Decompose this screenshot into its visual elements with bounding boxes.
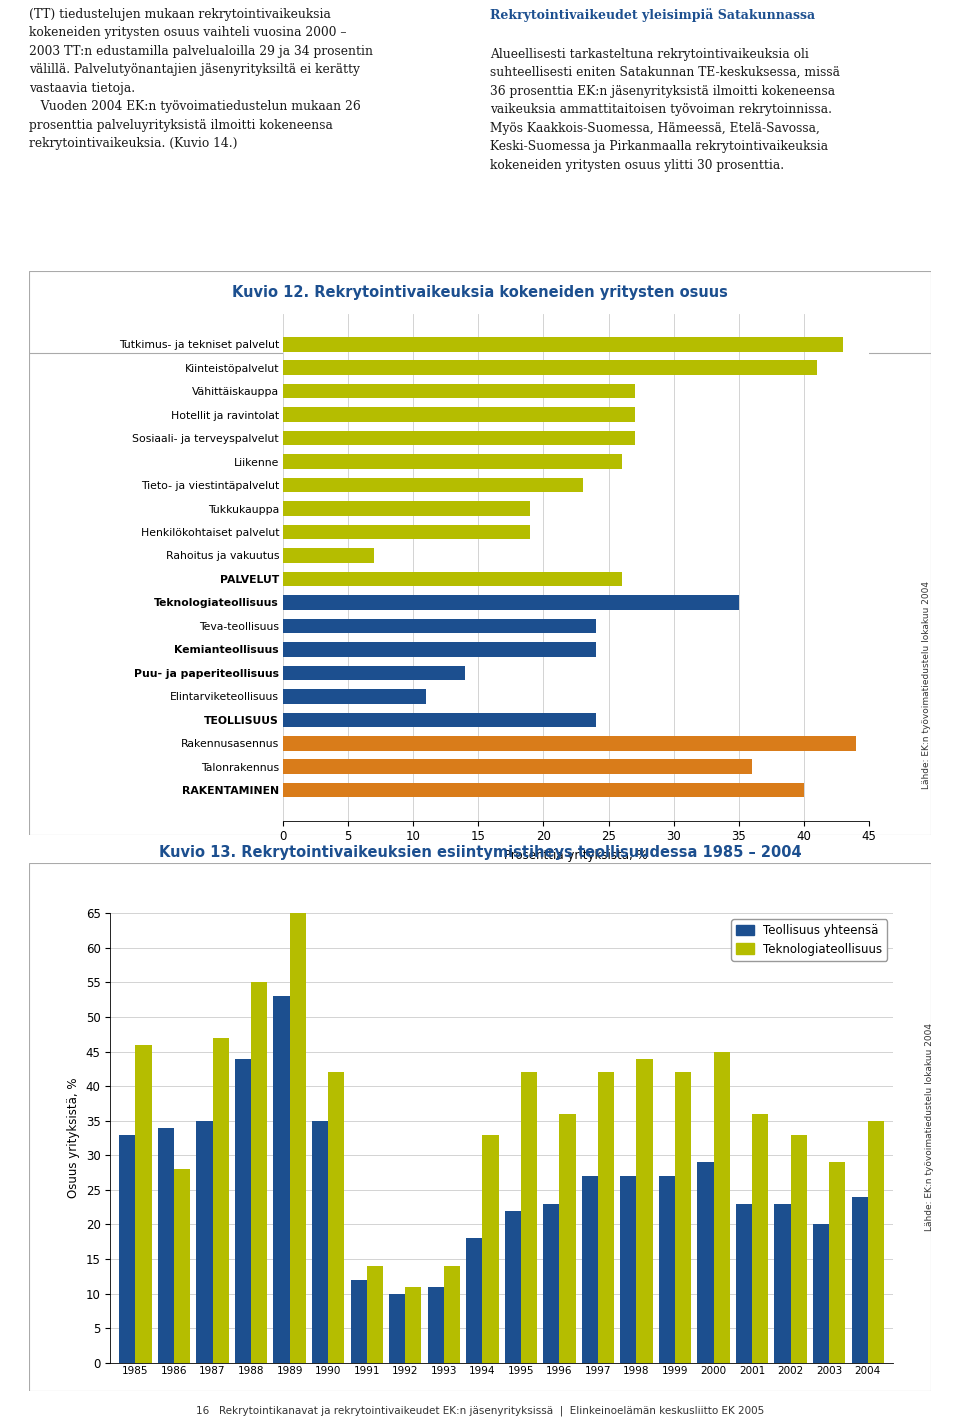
Bar bbox=[482, 1134, 498, 1363]
Bar bbox=[119, 1134, 135, 1363]
Bar bbox=[560, 1114, 576, 1363]
Bar bbox=[174, 1169, 190, 1363]
Bar bbox=[521, 1072, 537, 1363]
Bar bbox=[235, 1059, 252, 1363]
Bar bbox=[283, 665, 466, 681]
Bar bbox=[283, 619, 595, 634]
Bar bbox=[283, 454, 621, 469]
Bar bbox=[444, 1266, 460, 1363]
Bar bbox=[582, 1176, 598, 1363]
Bar bbox=[283, 736, 855, 751]
Bar bbox=[752, 1114, 768, 1363]
Text: Kuvio 12. Rekrytointivaikeuksia kokeneiden yritysten osuus: Kuvio 12. Rekrytointivaikeuksia kokeneid… bbox=[232, 285, 728, 300]
Bar bbox=[135, 1045, 152, 1363]
Text: Kuvio 13. Rekrytointivaikeuksien esiintymistiheys teollisuudessa 1985 – 2004: Kuvio 13. Rekrytointivaikeuksien esiinty… bbox=[158, 845, 802, 860]
Bar bbox=[427, 1287, 444, 1363]
Bar bbox=[283, 361, 817, 375]
Text: 16   Rekrytointikanavat ja rekrytointivaikeudet EK:n jäsenyrityksissä  |  Elinke: 16 Rekrytointikanavat ja rekrytointivaik… bbox=[196, 1406, 764, 1416]
Bar bbox=[598, 1072, 614, 1363]
Bar bbox=[350, 1280, 367, 1363]
Bar bbox=[283, 759, 752, 773]
Text: Lähde: EK:n työvoimatiedustelu lokakuu 2004: Lähde: EK:n työvoimatiedustelu lokakuu 2… bbox=[922, 581, 931, 789]
Bar bbox=[283, 548, 374, 562]
Bar bbox=[312, 1120, 328, 1363]
Bar bbox=[829, 1162, 846, 1363]
Bar bbox=[620, 1176, 636, 1363]
Bar bbox=[283, 501, 531, 515]
Bar bbox=[283, 783, 804, 798]
Text: EK:n  jäsenyrityksistä toimialoittain 2004: EK:n jäsenyrityksistä toimialoittain 200… bbox=[309, 317, 651, 331]
Bar bbox=[283, 384, 635, 398]
Bar bbox=[636, 1059, 653, 1363]
Bar bbox=[283, 712, 595, 728]
Bar bbox=[283, 478, 583, 492]
X-axis label: Prosenttia yrityksistä, %: Prosenttia yrityksistä, % bbox=[504, 849, 648, 862]
Bar bbox=[505, 1210, 521, 1363]
Bar bbox=[290, 913, 306, 1363]
Bar bbox=[405, 1287, 421, 1363]
Text: Alueellisesti tarkasteltuna rekrytointivaikeuksia oli
suhteellisesti eniten Sata: Alueellisesti tarkasteltuna rekrytointiv… bbox=[490, 47, 840, 171]
Bar bbox=[328, 1072, 345, 1363]
Bar bbox=[212, 1037, 228, 1363]
Bar bbox=[283, 407, 635, 422]
Bar bbox=[775, 1204, 791, 1363]
Bar bbox=[283, 595, 738, 609]
Text: Lähde: EK:n työvoimatiedustelu lokakuu 2004: Lähde: EK:n työvoimatiedustelu lokakuu 2… bbox=[924, 1023, 934, 1232]
Bar bbox=[389, 1294, 405, 1363]
Bar bbox=[283, 431, 635, 445]
Bar bbox=[659, 1176, 675, 1363]
Bar bbox=[252, 982, 267, 1363]
Bar bbox=[367, 1266, 383, 1363]
Bar bbox=[868, 1120, 884, 1363]
Text: Rekrytointivaikeudet yleisimpiä Satakunnassa: Rekrytointivaikeudet yleisimpiä Satakunn… bbox=[490, 9, 815, 21]
Bar bbox=[274, 996, 290, 1363]
Bar bbox=[157, 1127, 174, 1363]
Text: (TT) tiedustelujen mukaan rekrytointivaikeuksia
kokeneiden yritysten osuus vaiht: (TT) tiedustelujen mukaan rekrytointivai… bbox=[29, 9, 372, 150]
Bar bbox=[736, 1204, 752, 1363]
Bar bbox=[467, 1239, 482, 1363]
Bar bbox=[697, 1162, 713, 1363]
Bar bbox=[813, 1224, 829, 1363]
Bar bbox=[197, 1120, 212, 1363]
Legend: Teollisuus yhteensä, Teknologiateollisuus: Teollisuus yhteensä, Teknologiateollisuu… bbox=[732, 919, 887, 960]
Bar bbox=[675, 1072, 691, 1363]
Bar bbox=[791, 1134, 806, 1363]
Bar bbox=[283, 337, 843, 351]
Bar bbox=[283, 642, 595, 656]
Bar bbox=[543, 1204, 560, 1363]
Y-axis label: Osuus yrityksistä, %: Osuus yrityksistä, % bbox=[67, 1077, 81, 1199]
Bar bbox=[283, 572, 621, 586]
Bar bbox=[283, 525, 531, 539]
Bar bbox=[852, 1197, 868, 1363]
Bar bbox=[283, 689, 426, 704]
Bar bbox=[713, 1052, 730, 1363]
